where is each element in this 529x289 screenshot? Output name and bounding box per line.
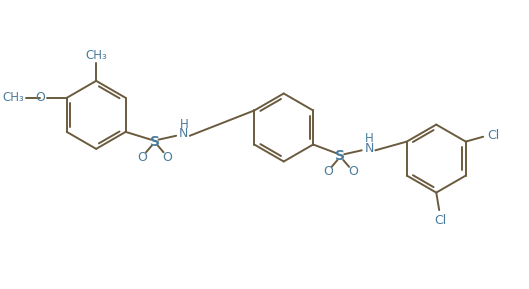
- Text: O: O: [35, 91, 45, 104]
- Text: N: N: [179, 127, 189, 140]
- Text: O: O: [323, 165, 333, 178]
- Text: S: S: [150, 135, 160, 149]
- Text: Cl: Cl: [434, 214, 446, 227]
- Text: O: O: [348, 165, 358, 178]
- Text: CH₃: CH₃: [85, 49, 107, 62]
- Text: H: H: [365, 132, 374, 145]
- Text: N: N: [365, 142, 374, 155]
- Text: S: S: [335, 149, 345, 163]
- Text: O: O: [137, 151, 147, 164]
- Text: CH₃: CH₃: [2, 91, 24, 104]
- Text: Cl: Cl: [487, 129, 499, 142]
- Text: O: O: [162, 151, 172, 164]
- Text: H: H: [179, 118, 188, 131]
